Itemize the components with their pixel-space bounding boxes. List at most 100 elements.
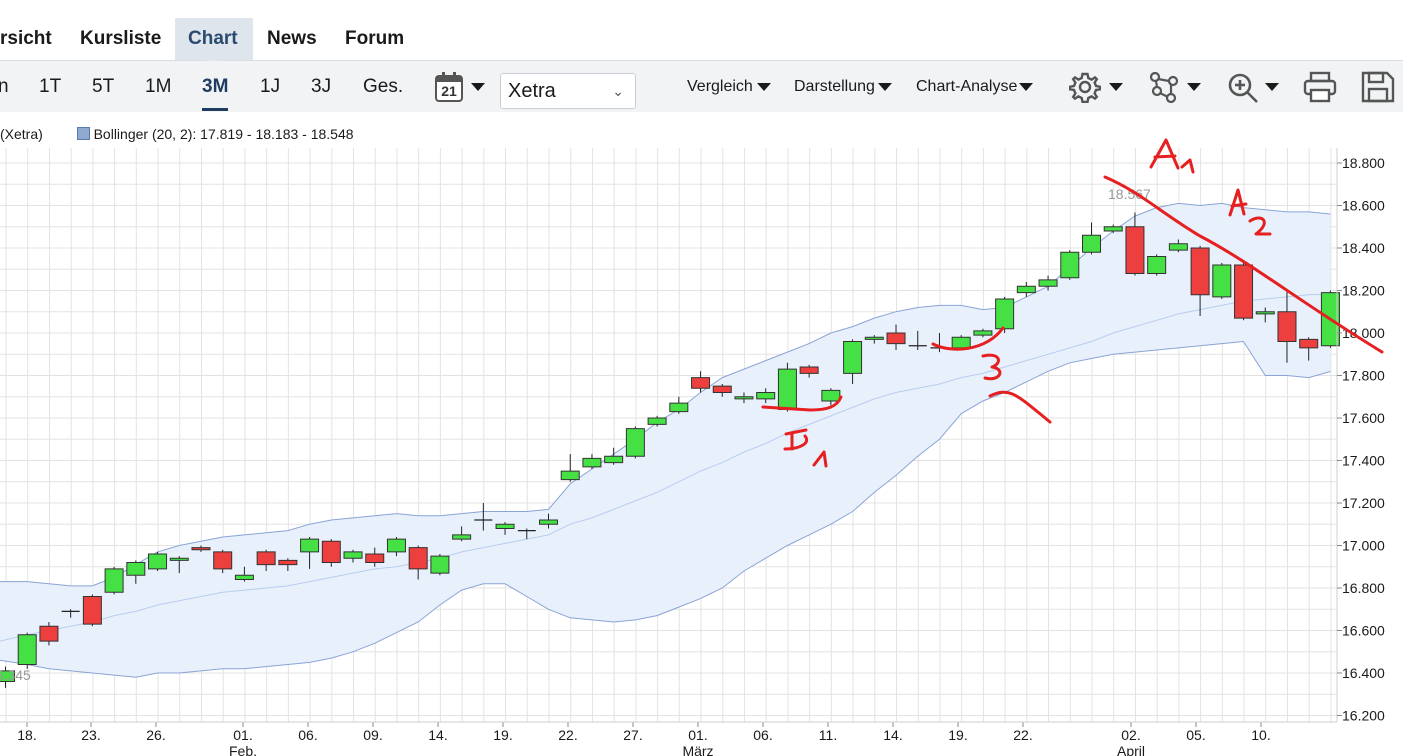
save-icon[interactable] <box>1361 71 1395 108</box>
axes: 18.800 18.600 18.400 18.200 18.000 17.800 17.6… <box>0 148 1385 756</box>
candle <box>213 549 233 574</box>
y-tick-label: 17.000 <box>1342 538 1385 554</box>
network-icon[interactable] <box>1148 71 1180 108</box>
zoom-caret-icon[interactable] <box>1265 83 1279 91</box>
candle <box>1190 245 1210 316</box>
calendar-icon[interactable]: 21 <box>434 71 464 103</box>
candle <box>647 415 667 427</box>
y-tick-label: 16.200 <box>1342 708 1385 724</box>
x-tick-label: 06. <box>753 727 772 743</box>
candle <box>1082 222 1101 255</box>
y-tick-label: 16.800 <box>1342 580 1385 596</box>
range-button-ges[interactable]: Ges. <box>363 76 404 97</box>
legend-bollinger-label: Bollinger (20, 2): 17.819 - 18.183 - 18.… <box>93 126 354 142</box>
candle <box>712 384 732 397</box>
exchange-select-value: Xetra <box>508 80 556 102</box>
menu-darstellung[interactable]: Darstellung <box>794 78 875 95</box>
candle <box>1038 275 1058 291</box>
tab-forum[interactable]: Forum <box>345 28 405 49</box>
candle <box>1255 307 1275 323</box>
tab-chart[interactable]: Chart <box>175 18 253 69</box>
min-value-label: 16.345 <box>0 667 31 683</box>
candle <box>908 330 927 350</box>
candle-body <box>278 559 298 566</box>
range-button-1j[interactable]: 1J <box>260 76 281 97</box>
candle-body <box>821 389 841 402</box>
candle-body <box>234 574 254 580</box>
candle-body <box>973 330 993 336</box>
settings-caret-icon[interactable] <box>1109 83 1123 91</box>
range-button-3m[interactable]: 3M <box>202 61 229 112</box>
chart-analyse-caret-icon[interactable] <box>1019 83 1033 91</box>
candle-body <box>82 596 102 625</box>
menu-chart-analyse[interactable]: Chart-Analyse <box>916 78 1018 95</box>
candle-body <box>604 455 624 464</box>
tab-uebersicht[interactable]: rsicht <box>0 28 52 49</box>
candle <box>799 364 819 378</box>
x-tick-label: 01. <box>233 727 252 743</box>
candle <box>408 545 428 580</box>
candle <box>1277 290 1297 363</box>
x-tick-label: 01. <box>688 727 707 743</box>
darstellung-caret-icon[interactable] <box>878 83 892 91</box>
calendar-caret-icon[interactable] <box>471 83 485 91</box>
candle <box>777 362 797 412</box>
tab-news[interactable]: News <box>267 28 317 49</box>
candle-body <box>539 519 558 525</box>
candle <box>973 328 993 338</box>
candle <box>582 454 602 469</box>
candle-body <box>886 332 906 345</box>
print-icon[interactable] <box>1303 71 1337 108</box>
vergleich-caret-icon[interactable] <box>757 83 771 91</box>
candle-body <box>104 568 124 593</box>
settings-icon[interactable] <box>1068 71 1102 108</box>
candle <box>821 388 841 406</box>
candle-body <box>495 523 515 529</box>
candle-body <box>213 551 233 570</box>
candle <box>0 666 15 688</box>
y-tick-label: 17.600 <box>1342 410 1385 426</box>
candle-body <box>365 553 385 563</box>
y-tick-label: 16.400 <box>1342 665 1385 681</box>
tab-kursliste[interactable]: Kursliste <box>80 28 162 49</box>
x-tick-label: 19. <box>493 727 512 743</box>
bollinger-band <box>0 202 1331 678</box>
range-button-3j[interactable]: 3J <box>311 76 332 97</box>
annotation-b2-label <box>981 353 1052 424</box>
range-button-truncated[interactable]: n <box>0 76 9 97</box>
candle-body <box>321 540 341 563</box>
candle <box>234 566 254 582</box>
network-caret-icon[interactable] <box>1187 83 1201 91</box>
x-tick-label: 23. <box>81 727 100 743</box>
candle <box>1103 224 1123 234</box>
range-button-1t[interactable]: 1T <box>39 76 62 97</box>
candle <box>1016 282 1036 297</box>
candle <box>61 609 80 618</box>
chart-toolbar: n 1T 5T 1M 3M 1J 3J Ges. 21 Xetra ⌄ Verg… <box>0 61 1403 112</box>
candle-body <box>1103 226 1123 232</box>
x-tick-month-label: April <box>1117 743 1145 756</box>
candle <box>452 526 472 542</box>
candle-body <box>256 551 276 566</box>
annotation-b1-bracket <box>761 395 843 412</box>
candle-body <box>0 670 15 682</box>
candle-body <box>1190 247 1210 296</box>
legend-series-label: (Xetra) <box>0 126 43 142</box>
candle-body <box>777 368 797 410</box>
candle-body <box>17 634 37 665</box>
exchange-select[interactable]: Xetra ⌄ <box>500 73 636 109</box>
candle <box>539 513 558 529</box>
candle <box>191 545 211 552</box>
top-navigation: rsicht Kursliste Chart News Forum <box>0 18 1403 69</box>
candle-body <box>430 555 450 574</box>
range-button-5t[interactable]: 5T <box>92 76 115 97</box>
candle <box>386 537 406 557</box>
menu-vergleich[interactable]: Vergleich <box>687 78 753 95</box>
zoom-in-icon[interactable] <box>1226 71 1260 110</box>
candle <box>734 392 754 404</box>
range-button-1m[interactable]: 1M <box>145 76 172 97</box>
candle <box>669 396 689 414</box>
x-tick-label: 26. <box>146 727 165 743</box>
candle <box>17 632 37 669</box>
